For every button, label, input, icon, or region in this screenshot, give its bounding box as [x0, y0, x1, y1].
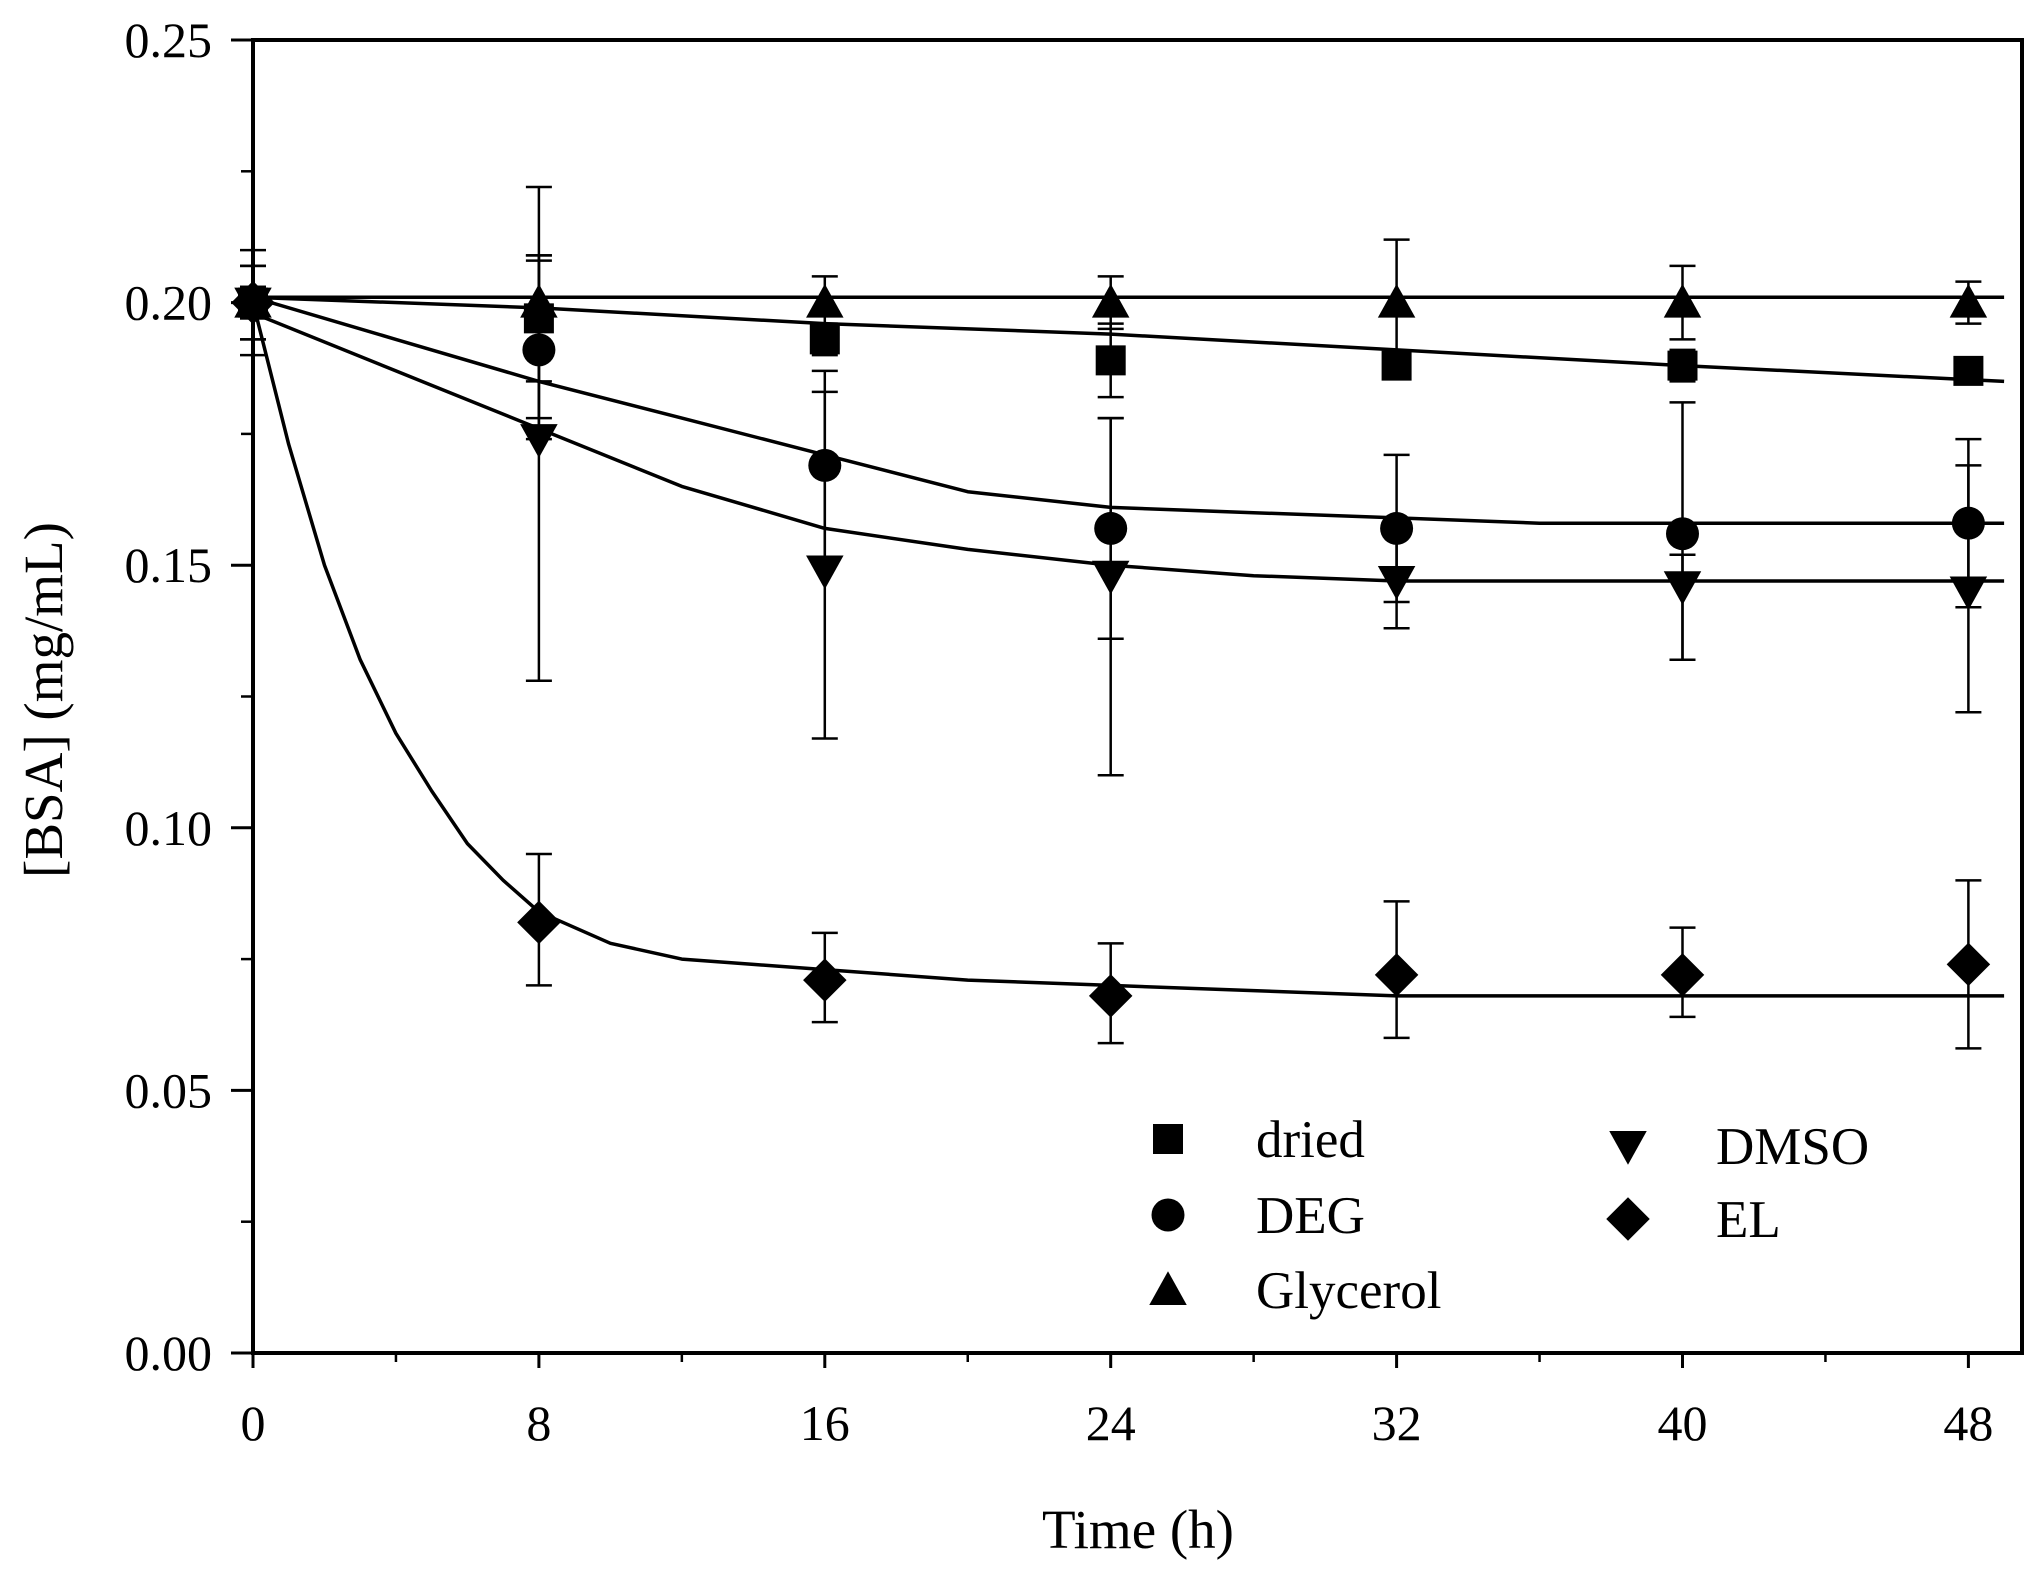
data-point-el: [1946, 942, 1991, 987]
legend-marker-dried: [1153, 1124, 1183, 1154]
legend-marker-el: [1606, 1197, 1650, 1241]
data-point-dried: [809, 324, 840, 355]
fit-curve-el: [251, 302, 2005, 998]
x-tick-label: 8: [526, 1395, 551, 1451]
y-tick-label: 0.25: [125, 12, 213, 68]
data-point-deg: [808, 448, 842, 482]
fit-curve-deg: [252, 295, 2005, 525]
data-point-el: [1088, 974, 1133, 1018]
legend-label-el: EL: [1716, 1191, 1781, 1249]
legend-label-dmso: DMSO: [1716, 1118, 1869, 1176]
legend-entry-deg: DEG: [1151, 1187, 1365, 1245]
y-tick-label: 0.00: [125, 1325, 213, 1381]
data-markers: [231, 280, 1991, 1018]
legend-marker-glycerol: [1149, 1271, 1187, 1305]
data-point-el: [1660, 953, 1705, 997]
x-tick-label: 40: [1657, 1395, 1707, 1451]
error-bar-dmso: [1097, 416, 1124, 777]
data-point-glycerol: [1091, 283, 1130, 318]
data-point-glycerol: [806, 283, 844, 318]
data-point-dmso: [1091, 560, 1130, 595]
data-point-dmso: [1949, 576, 1988, 611]
y-tick-label: 0.10: [125, 800, 213, 856]
x-tick-label: 24: [1086, 1395, 1136, 1451]
x-tick-label: 16: [800, 1395, 850, 1451]
fit-curve-dried: [252, 295, 2005, 384]
x-axis-label: Time (h): [1042, 1499, 1234, 1560]
data-point-glycerol: [1663, 283, 1702, 318]
data-point-glycerol: [520, 283, 558, 318]
y-axis-label: [BSA] (mg/mL): [13, 522, 74, 878]
data-point-el: [1374, 953, 1419, 997]
data-point-dmso: [520, 424, 558, 458]
y-tick-label: 0.20: [125, 275, 213, 331]
legend-entry-dmso: DMSO: [1609, 1118, 1869, 1176]
data-point-deg: [1380, 511, 1414, 545]
legend-entry-glycerol: Glycerol: [1149, 1262, 1441, 1320]
data-point-dried: [1953, 355, 1984, 386]
data-point-el: [803, 958, 847, 1002]
data-point-glycerol: [1949, 283, 1988, 318]
data-point-dmso: [806, 555, 844, 590]
x-tick-label: 32: [1372, 1395, 1422, 1451]
legend-marker-deg: [1151, 1198, 1185, 1232]
legend-label-glycerol: Glycerol: [1256, 1262, 1441, 1320]
data-point-deg: [1094, 511, 1128, 545]
data-point-glycerol: [1377, 283, 1416, 318]
data-point-deg: [1951, 506, 1985, 540]
data-point-dmso: [1663, 571, 1702, 605]
data-point-dmso: [1377, 565, 1416, 600]
axis-ticks: [231, 38, 1970, 1368]
y-tick-label: 0.05: [125, 1062, 213, 1118]
data-point-dried: [1667, 350, 1698, 381]
legend-entry-dried: dried: [1153, 1111, 1365, 1169]
fit-curve-dmso: [252, 311, 2005, 583]
data-point-dried: [1381, 350, 1412, 381]
data-point-dried: [1095, 345, 1126, 376]
y-tick-label: 0.15: [125, 537, 213, 593]
x-tick-label: 48: [1943, 1395, 1993, 1451]
legend: dried DEG Glycerol DMSO EL: [1149, 1111, 1869, 1320]
tick-labels: 0 8 16 24 32 40 48 0.00 0.05 0.10 0.15 0.20 0.25: [125, 12, 1994, 1451]
legend-marker-dmso: [1609, 1131, 1647, 1165]
legend-entry-el: EL: [1606, 1191, 1781, 1249]
legend-label-dried: dried: [1256, 1111, 1365, 1169]
data-point-deg: [1665, 517, 1699, 551]
error-bar-dmso: [1669, 553, 1696, 661]
data-point-el: [517, 900, 561, 945]
data-point-deg: [522, 333, 556, 367]
legend-label-deg: DEG: [1256, 1187, 1365, 1245]
x-tick-label: 0: [241, 1395, 266, 1451]
fit-curves: [251, 295, 2005, 998]
